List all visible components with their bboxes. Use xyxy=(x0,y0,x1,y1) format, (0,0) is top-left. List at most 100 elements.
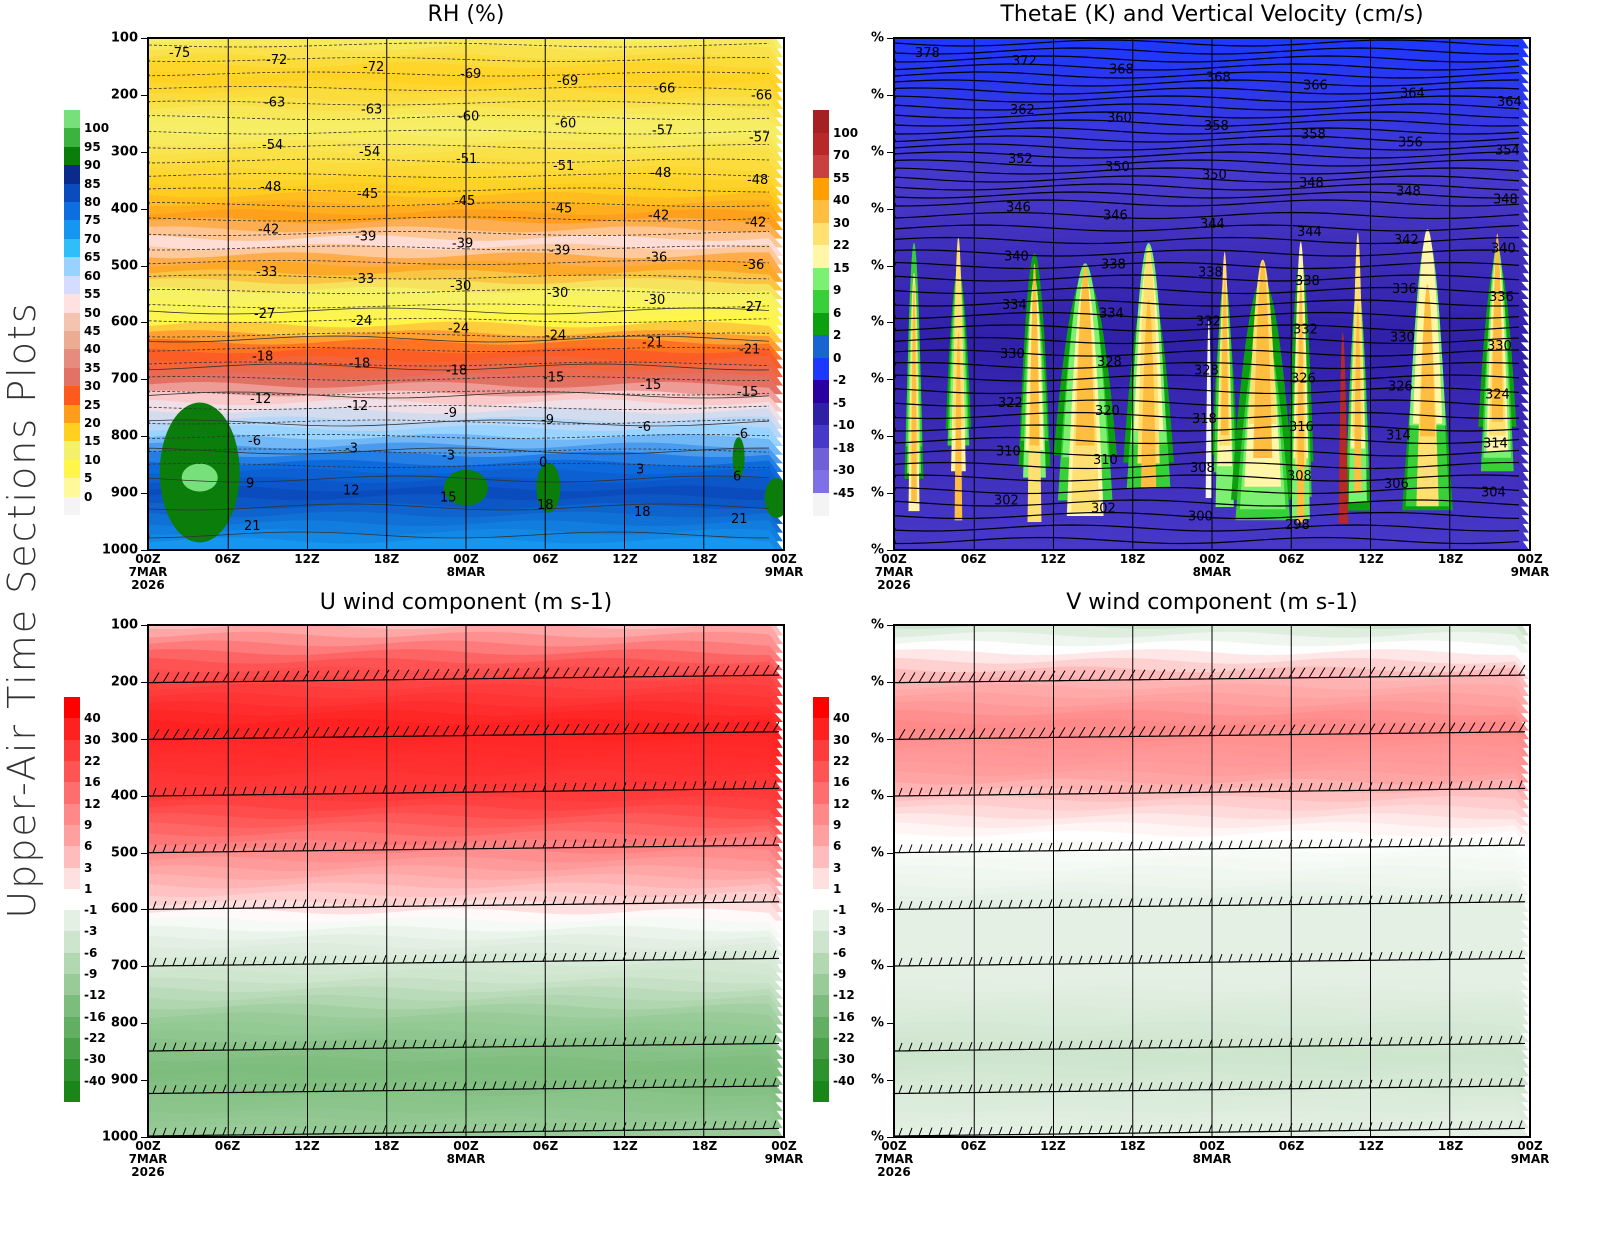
wind-barb xyxy=(412,1082,417,1091)
wind-barb xyxy=(492,953,497,963)
wind-barb xyxy=(772,1120,777,1129)
wind-barb xyxy=(642,781,647,791)
wind-barb xyxy=(342,1082,347,1092)
colorbar-swatch xyxy=(64,404,80,424)
wind-barb xyxy=(1378,782,1383,791)
wind-barb xyxy=(1148,784,1153,794)
colorbar-label: 55 xyxy=(833,170,850,185)
wind-barb xyxy=(1018,843,1023,852)
colorbar-label: 30 xyxy=(84,379,101,394)
wind-barb xyxy=(752,780,757,789)
x-tick-time: 18Z xyxy=(373,552,400,566)
wind-barb xyxy=(162,844,167,853)
wind-barb xyxy=(732,722,740,733)
wind-barb xyxy=(752,721,760,733)
temp-contour-solid xyxy=(149,307,770,315)
wind-barb xyxy=(382,1125,387,1134)
wind-barb xyxy=(938,728,946,740)
field-band xyxy=(895,1124,1522,1136)
wind-barb xyxy=(712,1078,717,1087)
wind-barb xyxy=(988,900,993,909)
wind-barb xyxy=(1228,725,1236,736)
thetae-contour xyxy=(895,361,1520,370)
wind-barb xyxy=(1228,840,1233,849)
y-tick-mark xyxy=(887,795,893,797)
wind-barb xyxy=(1408,666,1416,677)
colorbar-label: 40 xyxy=(833,193,850,207)
wind-barb xyxy=(1008,1083,1013,1093)
wind-barb xyxy=(1108,726,1116,738)
wind-barb xyxy=(918,1127,923,1136)
wind-barb xyxy=(1338,1079,1343,1089)
wind-barb xyxy=(958,1127,963,1136)
colorbar-swatch xyxy=(64,697,80,719)
wind-barb xyxy=(1318,952,1323,962)
wind-barb xyxy=(382,1082,387,1091)
wind-barb xyxy=(1498,950,1503,959)
contour-label: -45 xyxy=(454,194,475,209)
contour-label: 350 xyxy=(1202,168,1227,183)
wind-barb xyxy=(722,665,730,677)
wind-barb xyxy=(272,956,277,965)
wind-barb xyxy=(1268,667,1276,679)
wind-barb xyxy=(908,787,913,797)
colorbar-swatch xyxy=(813,888,829,911)
barb-row-shaft xyxy=(895,674,1526,684)
wind-barb xyxy=(1308,1037,1313,1047)
wind-barb xyxy=(1028,842,1033,852)
y-tick-mark xyxy=(141,322,147,324)
wind-barb xyxy=(632,838,637,848)
wind-barb xyxy=(1268,724,1276,736)
thetae-contour xyxy=(895,411,1520,420)
wind-barb xyxy=(908,672,916,683)
contour-label: 314 xyxy=(1483,437,1508,452)
wind-barb xyxy=(422,841,427,850)
wind-barb xyxy=(452,897,457,906)
wind-barb xyxy=(742,665,750,676)
wind-barb xyxy=(562,667,570,678)
wind-barb xyxy=(212,1042,217,1051)
x-tick-time: 00Z xyxy=(1517,552,1543,566)
wind-barb xyxy=(1458,837,1463,847)
thetae-contour xyxy=(895,524,1520,532)
wind-barb xyxy=(958,671,966,683)
wind-barb xyxy=(1408,838,1413,847)
x-tick-label: 06Z xyxy=(944,553,1004,566)
wind-barb xyxy=(432,1039,437,1048)
wind-barb xyxy=(1488,1035,1493,1045)
wind-barb xyxy=(642,1121,647,1131)
wind-barb xyxy=(1308,1080,1313,1089)
wind-barb xyxy=(1408,1079,1413,1088)
wind-barb xyxy=(1128,726,1136,737)
y-tick-mark xyxy=(141,625,147,626)
wind-barb xyxy=(752,1120,757,1129)
colorbar-label: -2 xyxy=(833,373,847,387)
wind-barb xyxy=(752,837,757,846)
wind-barb xyxy=(422,669,430,680)
temp-contour-dashed xyxy=(149,173,770,178)
colorbar-swatch xyxy=(64,238,80,258)
wind-barb xyxy=(1138,669,1146,680)
wind-barb xyxy=(1018,670,1026,682)
wind-barb xyxy=(402,841,407,850)
wind-barb xyxy=(1348,666,1356,678)
wind-barb xyxy=(162,1085,167,1094)
wind-barb xyxy=(1138,784,1143,794)
wind-barb xyxy=(482,668,490,679)
wind-barb xyxy=(302,842,307,851)
wind-barb xyxy=(202,900,207,909)
contour-label: -18 xyxy=(349,357,370,372)
wind-barb xyxy=(732,780,737,790)
colorbar-swatch xyxy=(64,739,80,762)
wind-barb xyxy=(1098,1082,1103,1092)
wind-barb xyxy=(1458,1036,1463,1045)
wind-barb xyxy=(712,781,717,790)
wind-barb xyxy=(928,900,933,910)
temp-contour-dashed xyxy=(149,144,770,149)
wind-barb xyxy=(1218,668,1226,680)
x-tick-date: 7MAR xyxy=(874,565,914,579)
colorbar-swatch xyxy=(64,441,80,461)
wind-barb xyxy=(1198,725,1206,736)
moist-core xyxy=(181,463,218,492)
colorbar-swatch xyxy=(64,931,80,954)
